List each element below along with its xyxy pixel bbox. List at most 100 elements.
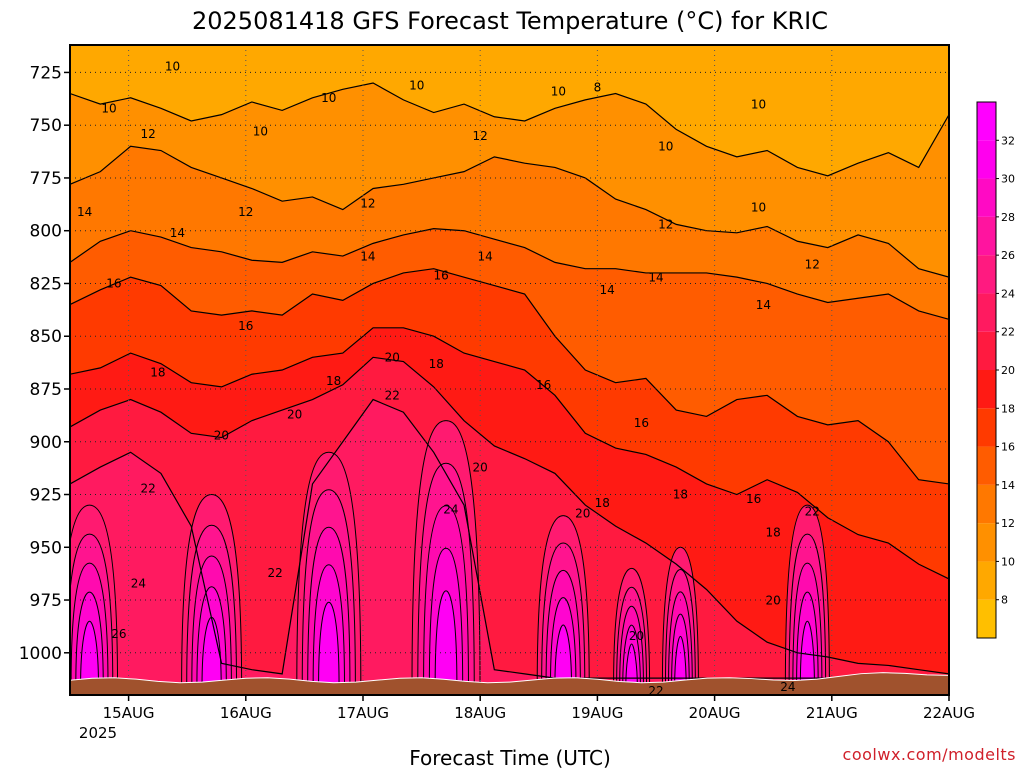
contour-label: 12 xyxy=(473,129,488,143)
contour-label: 16 xyxy=(238,319,253,333)
contour-label: 18 xyxy=(326,374,341,388)
contour-label: 10 xyxy=(253,125,268,139)
colorbar-swatch xyxy=(977,408,996,447)
contour-label: 22 xyxy=(140,481,155,495)
contour-label: 20 xyxy=(287,408,302,422)
contour-label: 12 xyxy=(238,205,253,219)
contour-label: 22 xyxy=(267,566,282,580)
contour-label: 18 xyxy=(429,357,444,371)
colorbar-swatch xyxy=(977,561,996,600)
contour-labels: 10 10 10 10 10 10 8 10 10 10 12 12 12 12 12 12 14 14 14 14 1… xyxy=(77,59,820,698)
colorbar-tick-label: 10 xyxy=(1001,555,1015,568)
warm-cell-5-ring-4 xyxy=(625,643,638,688)
colorbar-swatch xyxy=(977,599,996,638)
warm-cell-2-ring-4 xyxy=(318,601,340,688)
grid-lines xyxy=(70,45,949,695)
x-tick-label: 15AUG xyxy=(103,704,155,722)
x-tick-label: 18AUG xyxy=(454,704,506,722)
band-above-22 xyxy=(70,399,949,695)
x-tick-label: 17AUG xyxy=(337,704,389,722)
x-tick-label: 19AUG xyxy=(571,704,623,722)
chart-title: 2025081418 GFS Forecast Temperature (°C)… xyxy=(192,7,828,35)
contour-label: 14 xyxy=(600,283,615,297)
contour-label: 18 xyxy=(150,365,165,379)
colorbar-tick-label: 32 xyxy=(1001,134,1015,147)
contour-label: 18 xyxy=(595,496,610,510)
plot-frame xyxy=(69,44,950,696)
colorbar-swatch xyxy=(977,484,996,524)
contour-label: 20 xyxy=(385,351,400,365)
contour-label: 20 xyxy=(575,507,590,521)
colorbar-swatch xyxy=(977,140,996,179)
colorbar-swatch xyxy=(977,331,996,370)
x-tick-label: 22AUG xyxy=(923,704,975,722)
y-tick-label: 1000 xyxy=(19,644,62,664)
contour-label: 22 xyxy=(648,684,663,698)
contour-label: 14 xyxy=(170,226,185,240)
colorbar-tick-label: 18 xyxy=(1001,402,1015,415)
contour-label: 24 xyxy=(443,503,458,517)
contour-label: 10 xyxy=(751,201,766,215)
contour-label: 20 xyxy=(473,460,488,474)
isotherm-14 xyxy=(70,227,949,320)
contour-label: 16 xyxy=(106,277,121,291)
colorbar-swatch xyxy=(977,102,996,141)
y-tick-label: 900 xyxy=(30,433,62,453)
isotherm-20 xyxy=(70,356,949,675)
contour-label: 26 xyxy=(111,627,126,641)
colorbar-tick-label: 26 xyxy=(1001,249,1015,262)
colorbar-tick-label: 8 xyxy=(1001,594,1008,607)
plot-area: 10 10 10 10 10 10 8 10 10 10 12 12 12 12 12 12 14 14 14 14 1… xyxy=(70,45,949,698)
y-tick-label: 800 xyxy=(30,222,62,242)
contour-label: 12 xyxy=(140,127,155,141)
ground-surface xyxy=(70,672,949,695)
contour-label: 16 xyxy=(746,492,761,506)
warm-cell-4-ring-4 xyxy=(554,624,573,688)
y-axis: 725 750 775 800 825 850 875 900 925 950 975 1000 xyxy=(19,63,70,664)
colorbar-swatch xyxy=(977,370,996,409)
contour-label: 20 xyxy=(629,629,644,643)
colorbar-swatch xyxy=(977,178,996,217)
band-above-20 xyxy=(70,357,949,695)
y-tick-label: 825 xyxy=(30,274,62,294)
colorbar-tick-label: 24 xyxy=(1001,287,1015,300)
colorbar-swatch xyxy=(977,293,996,332)
y-tick-label: 950 xyxy=(30,538,62,558)
colorbar-swatch xyxy=(977,216,996,256)
contour-label: 10 xyxy=(101,102,116,116)
contour-label: 24 xyxy=(131,576,146,590)
contour-label: 16 xyxy=(433,268,448,282)
contour-label: 20 xyxy=(214,429,229,443)
contour-label: 14 xyxy=(77,205,92,219)
x-axis: 15AUG 16AUG 17AUG 18AUG 19AUG 20AUG 21AUG 22AUG xyxy=(103,695,975,722)
y-tick-label: 925 xyxy=(30,486,62,506)
x-tick-label: 16AUG xyxy=(220,704,272,722)
contour-label: 12 xyxy=(805,258,820,272)
isotherm-16 xyxy=(70,268,949,485)
contour-label: 24 xyxy=(780,680,795,694)
colorbar-tick-label: 28 xyxy=(1001,211,1015,224)
temperature-bands xyxy=(70,82,949,695)
colorbar-tick-label: 14 xyxy=(1001,479,1015,492)
x-axis-label: Forecast Time (UTC) xyxy=(409,746,611,768)
colorbar-tick-label: 16 xyxy=(1001,441,1015,454)
contour-label: 14 xyxy=(648,270,663,284)
y-tick-label: 775 xyxy=(30,169,62,189)
contour-label: 14 xyxy=(360,249,375,263)
y-tick-label: 875 xyxy=(30,380,62,400)
isotherm-22 xyxy=(70,398,949,679)
colorbar-swatch xyxy=(977,446,996,485)
colorbar-tick-label: 12 xyxy=(1001,517,1015,530)
contour-label: 18 xyxy=(673,488,688,502)
contour-label: 10 xyxy=(658,140,673,154)
contour-label: 10 xyxy=(321,91,336,105)
contour-label: 16 xyxy=(536,378,551,392)
colorbar-tick-label: 20 xyxy=(1001,364,1015,377)
warm-cell-0-ring-4 xyxy=(80,620,99,688)
contour-label: 14 xyxy=(756,298,771,312)
isotherm-12 xyxy=(70,145,949,278)
y-tick-label: 750 xyxy=(30,116,62,136)
contour-label: 10 xyxy=(751,97,766,111)
warm-diurnal-cells xyxy=(70,420,830,688)
